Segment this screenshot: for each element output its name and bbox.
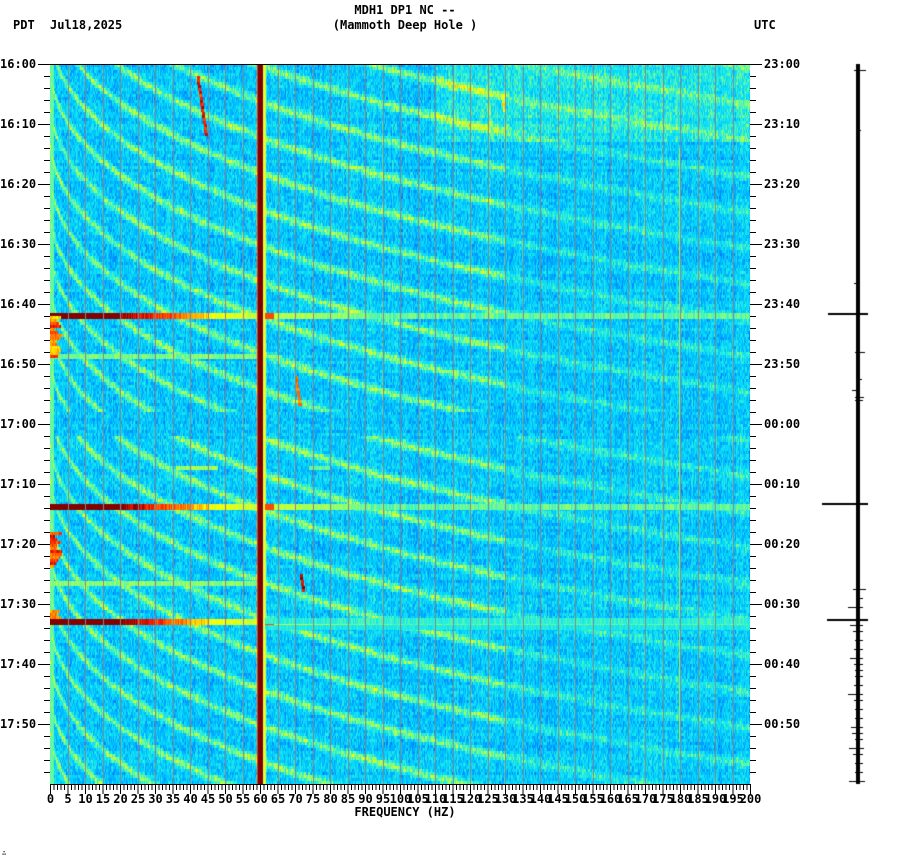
y-tick-label-right: 23:00 xyxy=(764,57,801,71)
y-tick-label-right: 00:30 xyxy=(764,597,801,611)
x-tick-label: 5 xyxy=(64,792,72,806)
y-tick-label-left: 17:10 xyxy=(0,477,37,491)
y-tick-label-right: 23:20 xyxy=(764,177,801,191)
x-tick-label: 175 xyxy=(652,792,674,806)
x-tick-label: 135 xyxy=(512,792,534,806)
y-tick-label-left: 16:40 xyxy=(0,297,37,311)
station-title: MDH1 DP1 NC -- xyxy=(354,3,456,17)
y-tick-label-right: 00:20 xyxy=(764,537,801,551)
y-tick-label-left: 17:40 xyxy=(0,657,37,671)
left-timezone-label: PDT xyxy=(13,18,35,32)
station-name: (Mammoth Deep Hole ) xyxy=(332,18,478,32)
x-tick-label: 30 xyxy=(148,792,163,806)
spectrogram-plot xyxy=(50,64,750,784)
x-tick-label: 160 xyxy=(599,792,622,806)
x-tick-label: 75 xyxy=(305,792,321,806)
x-tick-label: 10 xyxy=(78,792,93,806)
x-tick-label: 50 xyxy=(218,792,233,806)
seismogram-trace xyxy=(810,60,902,790)
x-tick-label: 145 xyxy=(547,792,569,806)
x-tick-label: 110 xyxy=(424,792,447,806)
x-tick-label: 120 xyxy=(459,792,482,806)
x-tick-label: 165 xyxy=(617,792,639,806)
y-tick-label-left: 16:10 xyxy=(0,117,37,131)
x-tick-label: 0 xyxy=(46,792,55,806)
x-tick-label: 155 xyxy=(582,792,604,806)
y-tick-label-left: 16:00 xyxy=(0,57,37,71)
right-timezone-label: UTC xyxy=(754,18,776,32)
x-axis-title: FREQUENCY (HZ) xyxy=(354,805,456,819)
y-tick-label-right: 23:10 xyxy=(764,117,801,131)
x-tick-label: 105 xyxy=(407,792,429,806)
x-tick-label: 100 xyxy=(389,792,412,806)
y-tick-label-left: 17:50 xyxy=(0,717,37,731)
x-tick-label: 125 xyxy=(477,792,499,806)
x-tick-label: 140 xyxy=(529,792,552,806)
y-tick-label-right: 00:10 xyxy=(764,477,801,491)
x-tick-label: 130 xyxy=(494,792,517,806)
x-tick-label: 55 xyxy=(235,792,251,806)
x-tick-label: 115 xyxy=(442,792,464,806)
x-tick-label: 195 xyxy=(722,792,744,806)
x-tick-label: 170 xyxy=(634,792,657,806)
y-tick-label-left: 16:20 xyxy=(0,177,37,191)
y-tick-label-right: 00:50 xyxy=(764,717,801,731)
x-tick-label: 90 xyxy=(358,792,373,806)
x-tick-label: 185 xyxy=(687,792,709,806)
y-tick-label-right: 00:00 xyxy=(764,417,801,431)
x-tick-label: 200 xyxy=(739,792,762,806)
x-tick-label: 85 xyxy=(340,792,356,806)
y-tick-label-right: 23:30 xyxy=(764,237,801,251)
x-tick-label: 80 xyxy=(323,792,338,806)
x-tick-label: 45 xyxy=(200,792,216,806)
y-tick-label-left: 16:50 xyxy=(0,357,37,371)
x-tick-label: 20 xyxy=(113,792,128,806)
x-tick-label: 190 xyxy=(704,792,727,806)
x-tick-label: 15 xyxy=(95,792,111,806)
x-tick-label: 70 xyxy=(288,792,303,806)
corner-mark: ∴ xyxy=(2,849,7,857)
x-tick-label: 60 xyxy=(253,792,268,806)
y-tick-label-left: 17:20 xyxy=(0,537,37,551)
x-tick-label: 150 xyxy=(564,792,587,806)
x-tick-label: 65 xyxy=(270,792,286,806)
x-tick-label: 180 xyxy=(669,792,692,806)
x-tick-label: 40 xyxy=(183,792,198,806)
y-tick-label-right: 00:40 xyxy=(764,657,801,671)
x-tick-label: 25 xyxy=(130,792,146,806)
date-label: Jul18,2025 xyxy=(50,18,123,32)
x-tick-label: 95 xyxy=(375,792,391,806)
y-tick-label-right: 23:50 xyxy=(764,357,801,371)
y-tick-label-left: 16:30 xyxy=(0,237,37,251)
y-tick-label-right: 23:40 xyxy=(764,297,801,311)
y-tick-label-left: 17:00 xyxy=(0,417,37,431)
y-tick-label-left: 17:30 xyxy=(0,597,37,611)
x-tick-label: 35 xyxy=(165,792,181,806)
